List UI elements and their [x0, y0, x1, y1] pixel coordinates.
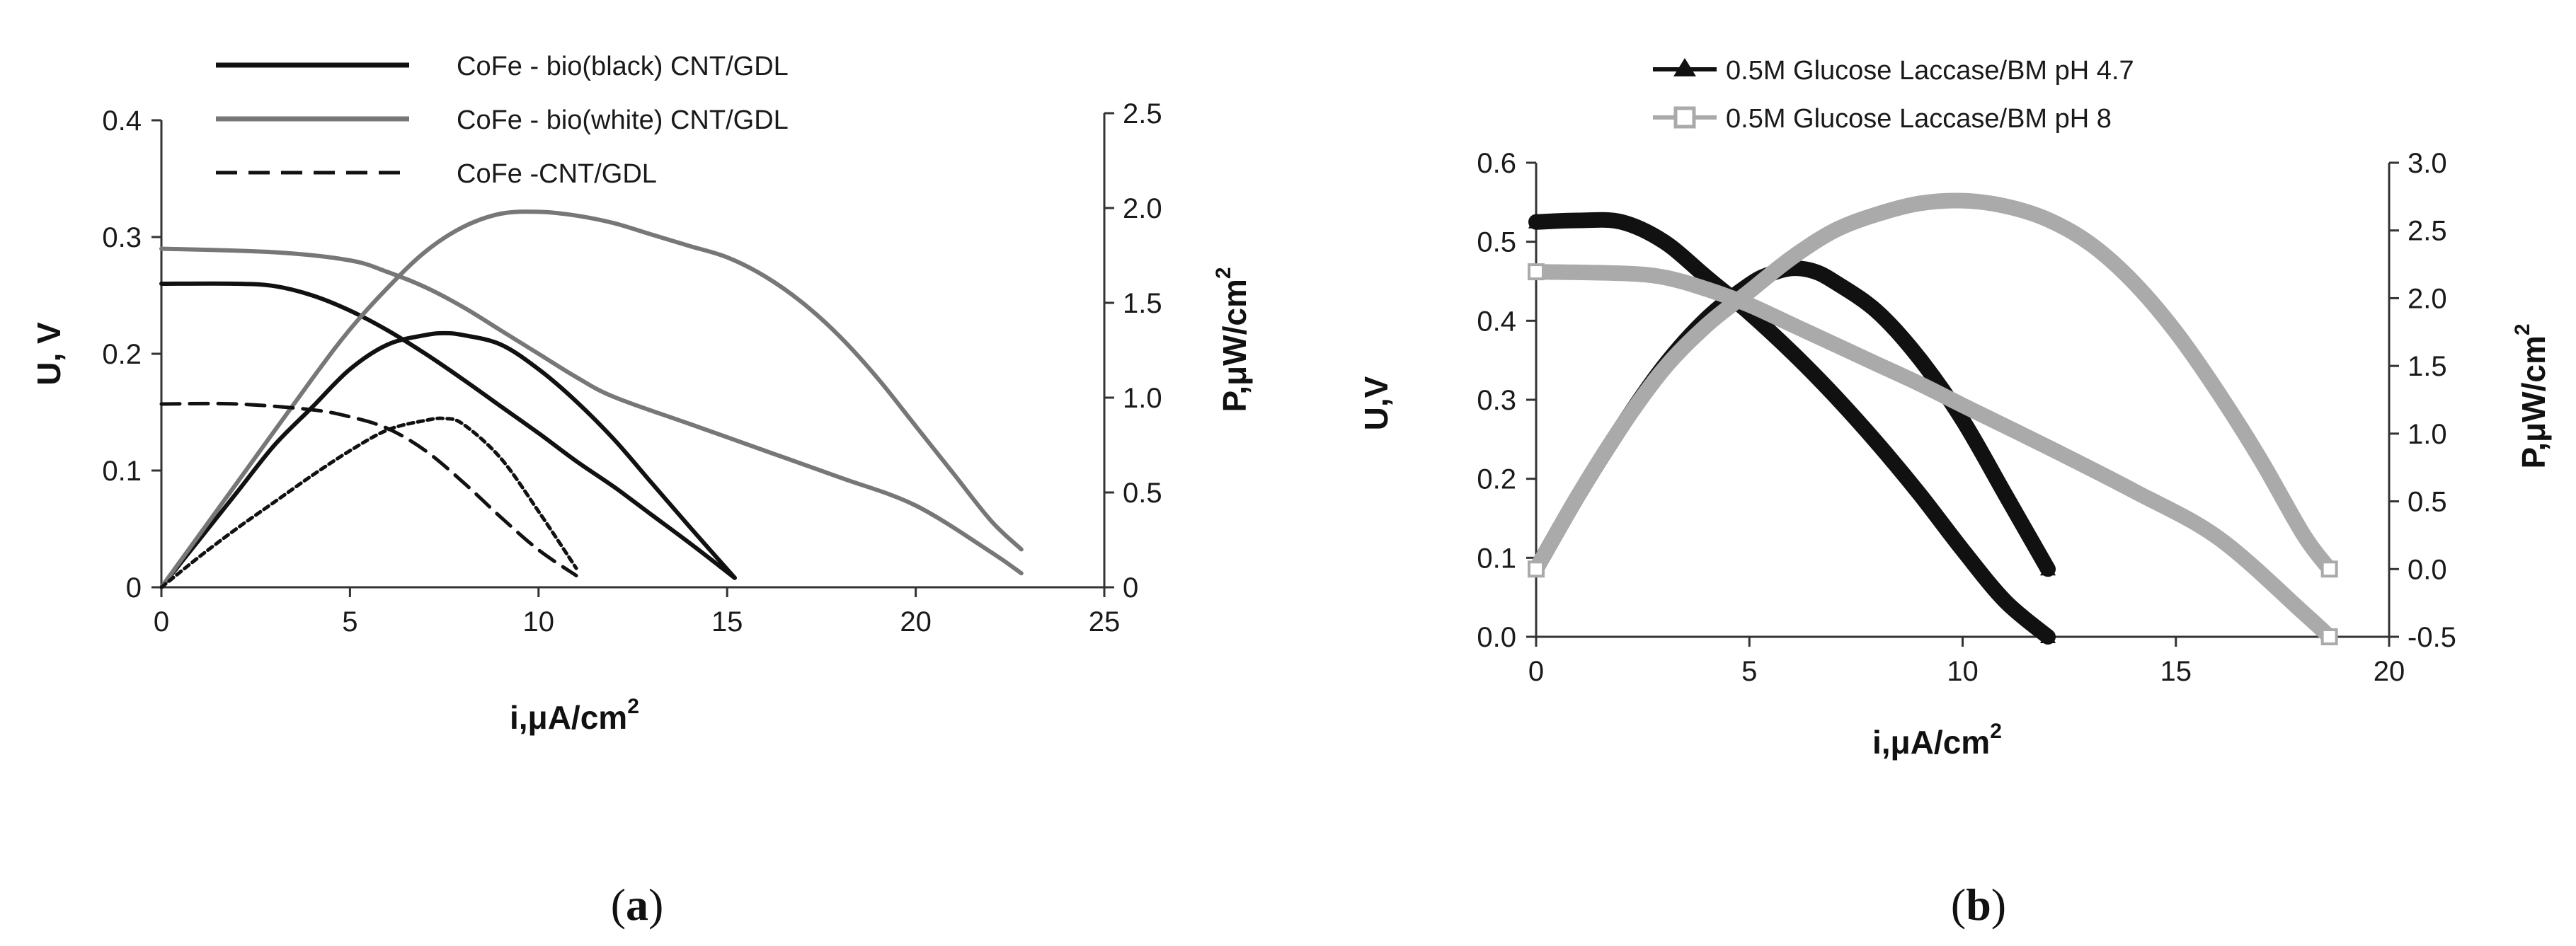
y2-tick-label-b: 1.0 [2408, 419, 2447, 450]
x-axis-label-a-sup: 2 [627, 695, 639, 718]
y-tick-label-a: 0.3 [102, 222, 142, 253]
series-a-4-voltage-line [159, 401, 578, 577]
y-axis-label-a: U, V [30, 322, 67, 386]
y2-tick-label-a: 2.5 [1123, 98, 1162, 129]
y2-axis-label-a-sup: 2 [1212, 267, 1235, 279]
x-tick-label-b: 15 [2160, 656, 2192, 687]
y-tick-label-b: 0.2 [1477, 464, 1516, 495]
legend-b-label-ph8: 0.5M Glucose Laccase/BM pH 8 [1726, 104, 2112, 134]
y2-tick-label-a: 1.0 [1123, 383, 1162, 414]
y2-tick-label-b: -0.5 [2408, 622, 2456, 653]
y2-tick-label-b: 0.0 [2408, 554, 2447, 585]
y2-tick-label-a: 2.0 [1123, 193, 1162, 224]
x-ticks-b: 0 5 10 15 20 [1528, 637, 2405, 687]
panel-a: CoFe - bio(black) CNT/GDL CoFe - bio(whi… [30, 52, 1253, 930]
y-tick-label-a: 0 [126, 572, 142, 604]
x-tick-label-a: 20 [900, 606, 932, 638]
y-tick-label-b: 0.6 [1477, 148, 1516, 179]
y2-tick-label-b: 2.5 [2408, 216, 2447, 247]
legend-a-label-white: CoFe - bio(white) CNT/GDL [457, 105, 789, 135]
series-b-1-marker [2040, 560, 2056, 576]
panel-b: 0.5M Glucose Laccase/BM pH 4.7 0.5M Gluc… [1358, 56, 2552, 930]
x-tick-label-a: 0 [154, 606, 169, 638]
legend-a-label-black: CoFe - bio(black) CNT/GDL [457, 52, 789, 81]
series-b-0-voltage-line [1528, 212, 2056, 645]
y-tick-label-b: 0.1 [1477, 543, 1516, 574]
y-ticks-a: 0 0.1 0.2 0.3 0.4 [102, 105, 161, 604]
x-axis-label-a: i,μA/cm2 [510, 695, 639, 736]
series-b-2-voltage-line [1528, 264, 2337, 645]
y-tick-label-a: 0.2 [102, 339, 142, 370]
y2-tick-label-a: 1.5 [1123, 288, 1162, 319]
y-tick-label-b: 0.3 [1477, 385, 1516, 416]
x-axis-label-b: i,μA/cm2 [1872, 720, 2002, 761]
series-a-3-power-line [159, 209, 1024, 589]
y-tick-label-b: 0.4 [1477, 306, 1516, 337]
y2-tick-label-a: 0 [1123, 572, 1138, 604]
series-b-3-power-line [1528, 192, 2337, 577]
y2-tick-label-a: 0.5 [1123, 478, 1162, 509]
legend-b-label-ph47: 0.5M Glucose Laccase/BM pH 4.7 [1726, 56, 2134, 86]
series-b-2-marker [2320, 628, 2338, 645]
y-ticks-b: 0.0 0.1 0.2 0.3 0.4 0.5 0.6 [1477, 148, 1536, 653]
x-tick-label-a: 5 [342, 606, 357, 638]
x-tick-label-b: 5 [1741, 656, 1757, 687]
caption-b: (b) [1951, 879, 2006, 930]
y2-tick-label-b: 1.5 [2408, 351, 2447, 382]
series-b-3-marker [1528, 560, 1545, 578]
series-a-2-voltage-line [159, 246, 1024, 576]
x-tick-label-a: 15 [711, 606, 743, 638]
y-tick-label-a: 0.4 [102, 105, 142, 137]
legend-b-marker-square [1673, 106, 1696, 129]
x-axis-label-b-sup: 2 [1990, 720, 2002, 743]
series-a-0-voltage-line [159, 281, 737, 580]
x-ticks-a: 0 5 10 15 20 25 [154, 587, 1120, 638]
y-tick-label-b: 0.5 [1477, 227, 1516, 258]
series-b-1-power-line [1528, 260, 2056, 577]
legend-a-label-dashed: CoFe -CNT/GDL [457, 159, 657, 189]
legend-a: CoFe - bio(black) CNT/GDL CoFe - bio(whi… [216, 52, 789, 189]
series-b-3-marker [2320, 560, 2338, 578]
series-a-1-power-line [159, 330, 737, 589]
y2-tick-label-b: 0.5 [2408, 487, 2447, 518]
series-b-0-marker [1528, 213, 1544, 229]
y2-axis-label-a: P,μW/cm2 [1212, 267, 1253, 412]
y2-tick-label-b: 3.0 [2408, 148, 2447, 179]
series-b-2-marker [1528, 263, 1545, 281]
y2-axis-label-b: P,μW/cm2 [2511, 323, 2552, 468]
y2-axis-label-b-sup: 2 [2511, 323, 2534, 335]
x-tick-label-a: 10 [523, 606, 555, 638]
legend-b: 0.5M Glucose Laccase/BM pH 4.7 0.5M Gluc… [1653, 56, 2134, 134]
y2-ticks-b: -0.5 0.0 0.5 1.0 1.5 2.0 2.5 3.0 [2389, 148, 2456, 653]
x-tick-label-a: 25 [1089, 606, 1121, 638]
y2-ticks-a: 0 0.5 1.0 1.5 2.0 2.5 [1104, 98, 1162, 604]
legend-b-marker-triangle [1673, 58, 1696, 76]
x-tick-label-b: 20 [2374, 656, 2405, 687]
y-axis-label-b: U,V [1358, 376, 1395, 430]
series-a [159, 209, 1024, 589]
x-tick-label-b: 10 [1947, 656, 1979, 687]
y-tick-label-b: 0.0 [1477, 622, 1516, 653]
series-b-0-marker [2040, 628, 2056, 643]
y-tick-label-a: 0.1 [102, 456, 142, 487]
series-a-5-power-line [159, 416, 578, 589]
caption-a: (a) [611, 879, 664, 930]
series-b [1528, 192, 2338, 645]
x-tick-label-b: 0 [1528, 656, 1544, 687]
y2-tick-label-b: 2.0 [2408, 283, 2447, 314]
